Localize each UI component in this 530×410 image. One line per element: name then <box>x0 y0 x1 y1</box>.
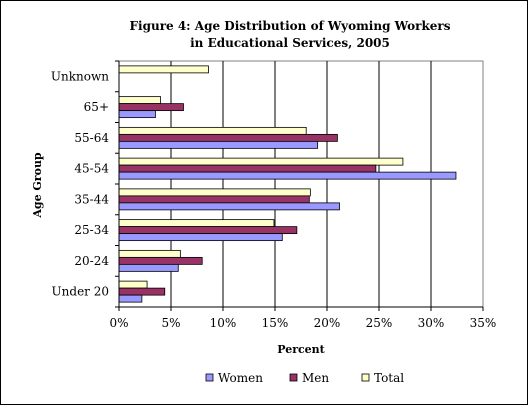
x-tick-label: 10% <box>210 316 237 330</box>
bar-total-55-64 <box>118 126 307 135</box>
y-tick-label: Unknown <box>51 69 109 83</box>
y-axis-ticks: Under 20 20-24 25-34 35-44 45-54 55-64 65+ Unkn… <box>51 60 119 308</box>
y-tick-label: Under 20 <box>52 285 109 299</box>
bar-men-45-54 <box>118 164 377 173</box>
y-tick-label: 25-34 <box>74 223 109 237</box>
bar-women-65- <box>118 110 156 119</box>
y-axis-title: Age Group <box>31 152 44 219</box>
chart-title-line-2: in Educational Services, 2005 <box>190 36 390 50</box>
plot-area <box>118 60 484 308</box>
bar-men-65- <box>118 103 184 112</box>
x-axis-title: Percent <box>277 343 325 356</box>
bar-women-45-54 <box>118 171 457 180</box>
y-tick-label: 65+ <box>84 100 109 114</box>
y-tick-label: 20-24 <box>74 254 109 268</box>
bar-total-45-54 <box>118 157 404 166</box>
bar-men-under-20 <box>118 287 166 296</box>
x-tick-label: 35% <box>470 316 497 330</box>
legend-label-total: Total <box>374 371 404 385</box>
bar-women-35-44 <box>118 202 340 211</box>
legend-swatch-women <box>205 373 214 382</box>
y-tick-label: 45-54 <box>74 162 109 176</box>
x-tick-label: 15% <box>262 316 289 330</box>
bar-total-65- <box>118 96 161 105</box>
x-tick-label: 0% <box>109 316 128 330</box>
bar-women-55-64 <box>118 140 319 149</box>
bars <box>118 65 457 303</box>
y-tick-label: 35-44 <box>74 192 109 206</box>
bar-total-20-24 <box>118 249 181 258</box>
x-tick-label: 5% <box>161 316 180 330</box>
legend-swatch-total <box>361 373 370 382</box>
bar-total-unknown <box>118 65 209 74</box>
bar-women-under-20 <box>118 294 143 303</box>
bar-women-25-34 <box>118 233 283 242</box>
legend: Women Men Total <box>205 371 404 385</box>
bar-total-25-34 <box>118 219 275 228</box>
bar-women-20-24 <box>118 263 179 272</box>
x-tick-label: 30% <box>418 316 445 330</box>
legend-label-men: Men <box>302 371 329 385</box>
legend-swatch-men <box>289 373 298 382</box>
bar-total-35-44 <box>118 188 311 197</box>
y-tick-label: 55-64 <box>74 131 109 145</box>
legend-label-women: Women <box>218 371 263 385</box>
x-tick-label: 20% <box>314 316 341 330</box>
bar-men-35-44 <box>118 195 310 204</box>
bar-total-under-20 <box>118 280 148 289</box>
bar-men-55-64 <box>118 133 338 142</box>
x-axis-ticks: 0% 5% 10% 15% 20% 25% 30% 35% <box>109 307 496 330</box>
bar-men-20-24 <box>118 256 203 265</box>
bar-men-25-34 <box>118 226 298 235</box>
x-tick-label: 25% <box>366 316 393 330</box>
chart-title-line-1: Figure 4: Age Distribution of Wyoming Wo… <box>130 19 451 33</box>
